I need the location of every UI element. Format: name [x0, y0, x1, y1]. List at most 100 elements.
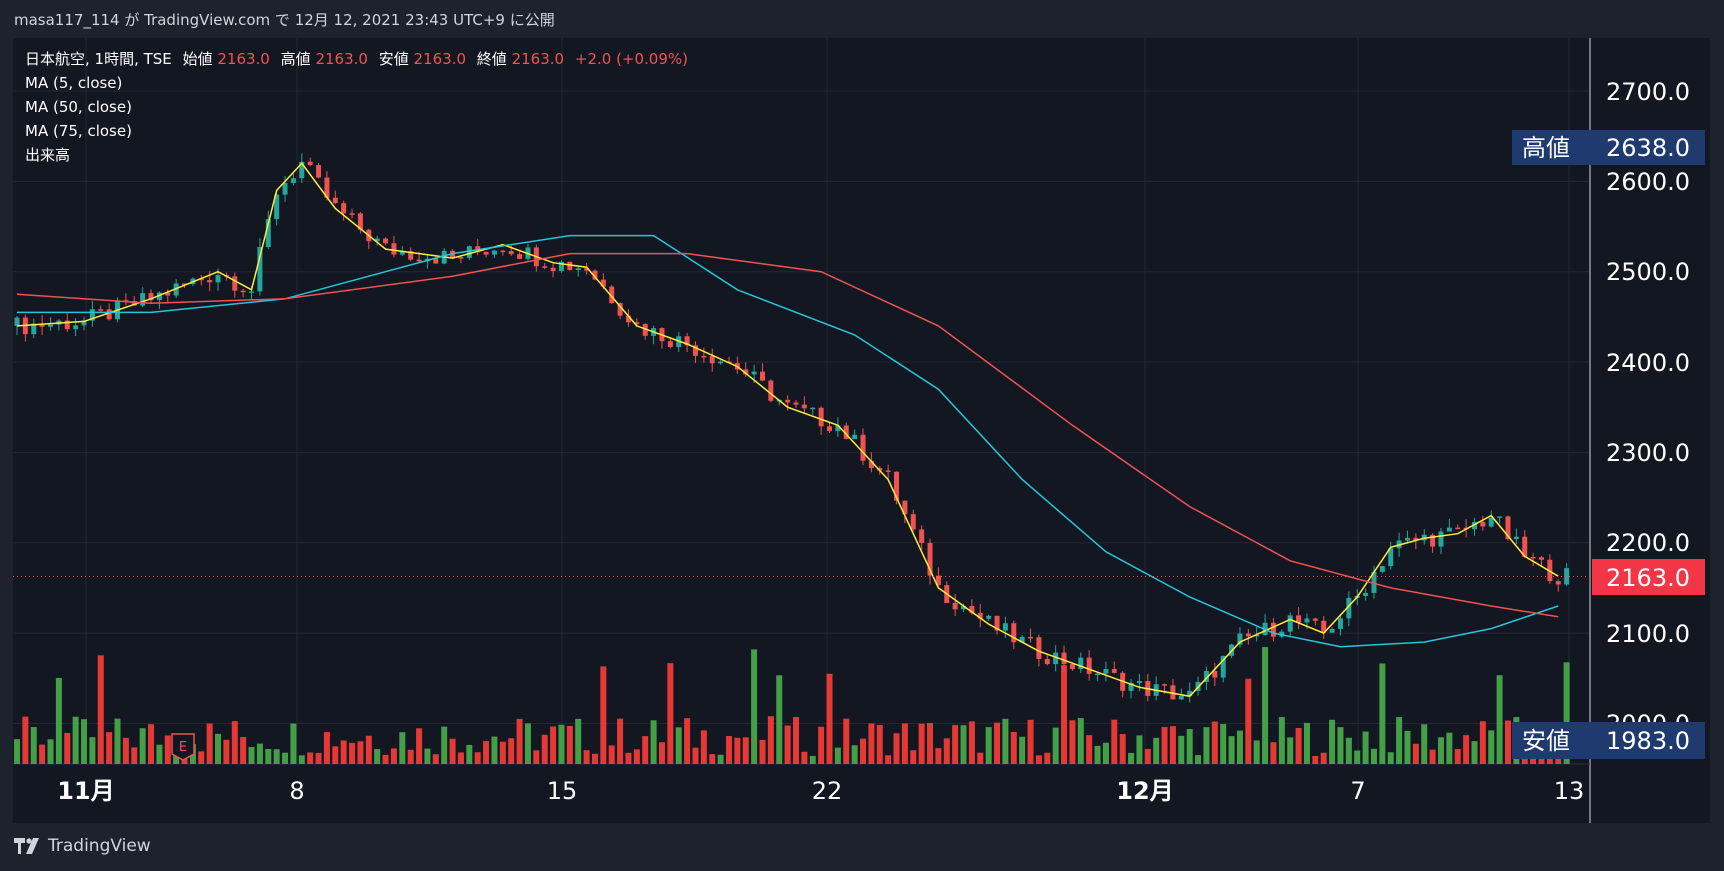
volume-bar — [357, 741, 364, 764]
volume-bar — [1253, 740, 1260, 764]
candle-body — [1455, 527, 1461, 530]
volume-bar — [767, 716, 774, 764]
candle-body — [349, 213, 355, 215]
high-badge-label: 高値 — [1522, 134, 1570, 162]
candle-body — [81, 320, 87, 326]
candle-body — [609, 286, 615, 304]
volume-bar — [1086, 735, 1093, 764]
volume-bar — [256, 743, 263, 764]
tradingview-logo[interactable]: TradingView — [14, 836, 151, 856]
volume-bar — [449, 738, 456, 764]
legend-close-label: 終値 — [477, 50, 507, 68]
candle-body — [810, 407, 816, 410]
volume-bar — [223, 739, 230, 764]
candle-body — [1245, 633, 1251, 637]
volume-bar — [164, 735, 171, 764]
volume-bar — [432, 754, 439, 764]
plot-area[interactable] — [13, 38, 1710, 823]
candle-body — [969, 606, 975, 613]
candle-body — [1538, 557, 1544, 560]
candle-body — [902, 500, 908, 515]
earnings-marker[interactable]: E — [171, 733, 195, 761]
candle-body — [274, 194, 280, 220]
volume-bar — [943, 738, 950, 764]
low-badge-value: 1983.0 — [1606, 727, 1690, 755]
time-axis[interactable]: 11月 8 15 22 12月 7 13 — [57, 777, 1584, 805]
candle-body — [240, 290, 246, 293]
volume-bar — [1362, 731, 1369, 764]
candle-body — [1019, 636, 1025, 643]
candle-body — [500, 250, 506, 253]
volume-bar — [55, 677, 62, 764]
candle-body — [868, 460, 874, 469]
candle-body — [1078, 657, 1084, 669]
volume-bar — [583, 750, 590, 764]
candle-body — [1203, 671, 1209, 682]
volume-bar — [47, 739, 54, 764]
volume-bar — [1111, 719, 1118, 764]
volume-bar — [801, 751, 808, 764]
volume-bar — [1496, 675, 1503, 764]
candle-body — [575, 268, 581, 271]
candle-body — [1555, 581, 1561, 585]
volume-bar — [633, 749, 640, 764]
candle-body — [1053, 652, 1059, 665]
legend-volume[interactable]: 出来高 — [25, 146, 70, 164]
candle-body — [1128, 682, 1134, 691]
legend-ma5[interactable]: MA (5, close) — [25, 74, 122, 92]
volume-bar — [81, 719, 88, 764]
candle-body — [1522, 536, 1528, 557]
time-tick: 13 — [1554, 777, 1585, 805]
candle-body — [952, 602, 958, 610]
volume-bar — [1446, 732, 1453, 764]
candle-body — [332, 197, 338, 204]
candle-body — [1513, 536, 1519, 540]
legend-ma50[interactable]: MA (50, close) — [25, 98, 132, 116]
candle-body — [667, 341, 673, 348]
candle-body — [894, 471, 900, 501]
candle-body — [1069, 664, 1075, 669]
candle-body — [466, 246, 472, 258]
volume-bar — [1236, 730, 1243, 764]
volume-bar — [558, 724, 565, 764]
grid-lines — [13, 38, 1590, 764]
volume-bar — [424, 748, 431, 764]
candle-body — [1363, 592, 1369, 596]
candle-body — [341, 203, 347, 214]
volume-bar — [566, 725, 573, 764]
candle-body — [98, 309, 104, 311]
candle-body — [1530, 556, 1536, 559]
volume-bar — [1404, 730, 1411, 764]
candle-body — [768, 380, 774, 401]
volume-bar — [1437, 737, 1444, 764]
volume-bar — [1019, 736, 1026, 764]
volume-bar — [1161, 726, 1168, 764]
ma75-line — [16, 252, 1559, 618]
volume-bar — [1287, 737, 1294, 764]
volume-bar — [700, 730, 707, 764]
candle-body — [1488, 517, 1494, 527]
moving-averages — [16, 162, 1559, 698]
legend-change: +2.0 (+0.09%) — [575, 50, 688, 68]
volume-bar — [156, 744, 163, 764]
volume-bar — [416, 728, 423, 764]
volume-bar — [508, 738, 515, 764]
candle-body — [1388, 548, 1394, 567]
legend-ma75[interactable]: MA (75, close) — [25, 122, 132, 140]
candle-body — [1312, 618, 1318, 621]
volume-bar — [541, 734, 548, 764]
legend-open-value: 2163.0 — [217, 50, 270, 68]
volume-bar — [617, 718, 624, 764]
volume-bar — [650, 720, 657, 764]
volume-bar — [1387, 752, 1394, 764]
volume-bar — [524, 723, 531, 764]
candle-body — [1321, 620, 1327, 633]
price-axis[interactable]: 2700.0 2600.0 2500.0 2400.0 2300.0 2200.… — [1606, 78, 1690, 738]
volume-bar — [776, 675, 783, 764]
volume-bar — [290, 723, 297, 764]
volume-bar — [173, 750, 180, 764]
publish-caption: masa117_114 が TradingView.com で 12月 12, … — [14, 11, 555, 29]
candle-body — [843, 425, 849, 440]
candle-body — [751, 371, 757, 375]
candle-body — [416, 259, 422, 262]
